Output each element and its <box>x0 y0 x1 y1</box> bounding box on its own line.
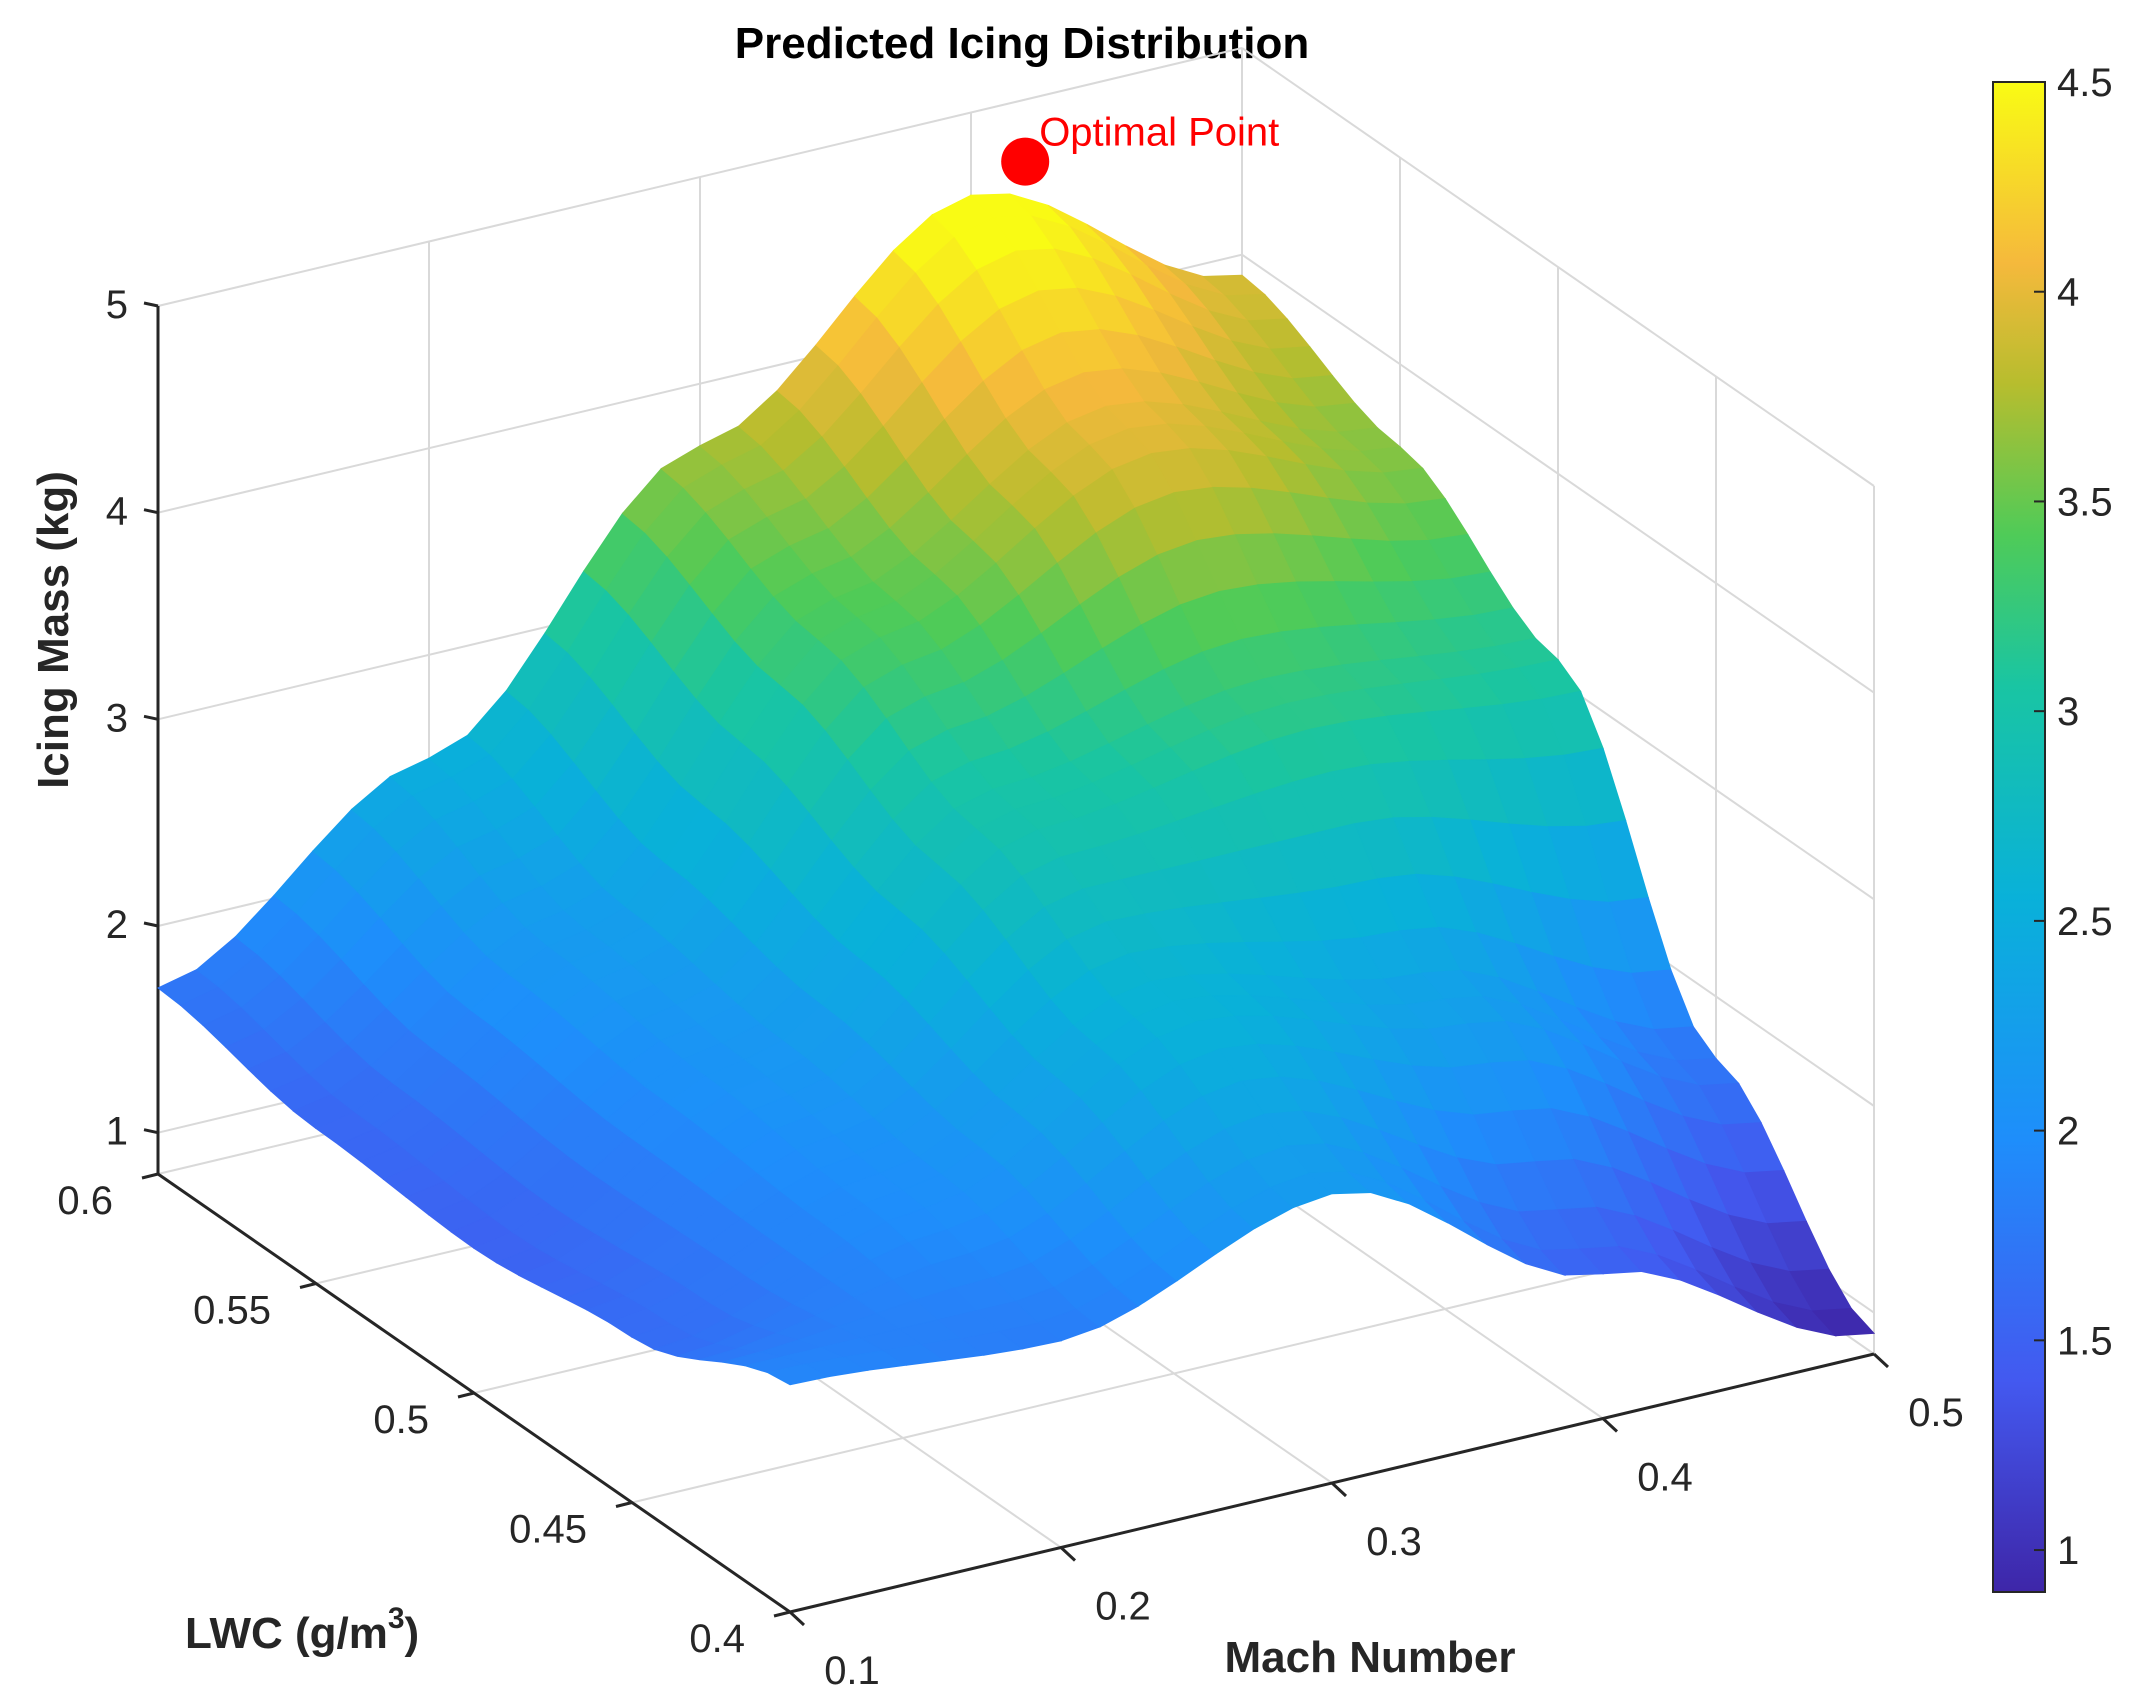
chart-title: Predicted Icing Distribution <box>735 19 1310 68</box>
x-tick-mark <box>1059 1546 1077 1562</box>
z-axis-label: Icing Mass (kg) <box>29 471 78 789</box>
y-tick-label: 0.6 <box>57 1179 113 1223</box>
optimal-point-label: Optimal Point <box>1039 111 1279 155</box>
z-tick-label: 1 <box>106 1110 128 1154</box>
z-tick-mark <box>143 1128 159 1135</box>
x-tick-mark <box>1330 1481 1348 1498</box>
axis-ticks: 0.1 0.2 0.3 0.4 0.5 0.4 0.45 0.5 0.55 0.6 1 2 3 4 5 <box>57 283 1963 1687</box>
y-tick-mark <box>299 1282 317 1289</box>
colorbar-tick-label: 4 <box>2057 271 2079 315</box>
y-axis-label-main: LWC (g/m <box>185 1609 388 1658</box>
z-tick-mark <box>143 921 159 928</box>
colorbar-tick-label: 2 <box>2057 1110 2079 1154</box>
x-tick-label: 0.4 <box>1637 1456 1693 1500</box>
y-axis-label-suffix: ) <box>405 1609 420 1658</box>
y-tick-mark <box>773 1610 791 1618</box>
x-tick-mark <box>788 1610 806 1627</box>
x-tick-label: 0.3 <box>1366 1520 1422 1564</box>
grid-line-z-side <box>1241 47 1875 487</box>
y-tick-label: 0.4 <box>689 1617 745 1661</box>
z-tick-label: 5 <box>106 283 128 327</box>
y-tick-mark <box>615 1501 633 1508</box>
z-tick-mark <box>143 508 159 515</box>
y-axis-label: LWC (g/m3) <box>185 1602 419 1658</box>
colorbar-tick-label: 2.5 <box>2057 900 2113 944</box>
colorbar-tick-label: 1 <box>2057 1529 2079 1573</box>
grid-line-z-back <box>157 47 1243 307</box>
y-tick-mark <box>457 1391 475 1399</box>
x-tick-label: 0.2 <box>1095 1585 1151 1629</box>
x-tick-label: 0.1 <box>824 1649 880 1687</box>
x-tick-mark <box>1872 1352 1890 1369</box>
grid-line-z-side <box>1241 253 1875 694</box>
z-tick-label: 3 <box>106 696 128 740</box>
colorbar-ticks: 1 1.5 2 2.5 3 3.5 4 4.5 <box>2034 61 2113 1573</box>
colorbar-tick-label: 3.5 <box>2057 480 2113 524</box>
x-tick-label: 0.5 <box>1908 1391 1964 1435</box>
z-tick-label: 2 <box>106 903 128 947</box>
y-tick-mark <box>141 1172 159 1180</box>
optimal-point-marker <box>1001 137 1050 186</box>
colorbar-tick-label: 3 <box>2057 690 2079 734</box>
colorbar-tick-label: 1.5 <box>2057 1319 2113 1363</box>
z-tick-label: 4 <box>106 490 128 534</box>
x-tick-mark <box>1601 1417 1619 1433</box>
colorbar-tick-label: 4.5 <box>2057 61 2113 105</box>
z-tick-mark <box>143 714 159 721</box>
y-tick-label: 0.5 <box>373 1398 429 1442</box>
y-axis-label-superscript: 3 <box>388 1602 405 1635</box>
colorbar <box>1992 81 2046 1593</box>
x-axis-label: Mach Number <box>1225 1633 1516 1682</box>
z-tick-mark <box>143 301 159 308</box>
surface-patch <box>1811 1307 1876 1337</box>
optimal-point-group: Optimal Point <box>1001 111 1279 186</box>
y-tick-label: 0.55 <box>193 1289 271 1333</box>
grid-line-y-floor <box>631 1243 1717 1504</box>
surface-plot <box>157 193 1876 1386</box>
y-tick-label: 0.45 <box>509 1508 587 1552</box>
